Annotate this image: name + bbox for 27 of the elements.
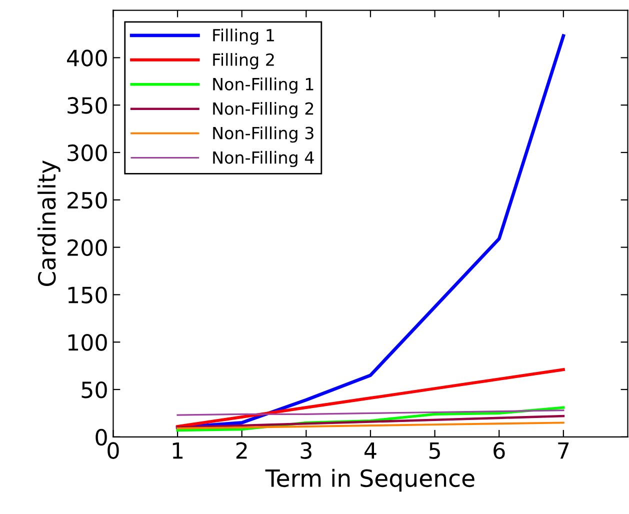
line-series: [176, 368, 565, 428]
y-tick-label: 250: [68, 192, 107, 209]
y-tick-label: 150: [68, 286, 107, 304]
x-tick-label: 1: [172, 442, 183, 459]
x-tick-label: 6: [494, 442, 505, 459]
x-tick-label: 0: [108, 442, 119, 459]
x-tick-label: 5: [429, 442, 440, 459]
y-tick-label: 300: [68, 144, 107, 162]
line-series: [176, 414, 565, 429]
x-tick-label: 2: [236, 442, 247, 459]
y-tick-label: 200: [68, 239, 107, 256]
y-tick-label: 100: [68, 334, 107, 351]
y-tick-label: 350: [68, 97, 107, 114]
y-tick-label: 400: [67, 50, 107, 66]
legend-label: Non-Filling 3: [213, 126, 314, 143]
x-tick-label: 4: [364, 442, 376, 459]
legend-label: Filling 2: [213, 53, 274, 70]
legend-label: Filling 1: [213, 28, 274, 45]
x-tick-label: 3: [300, 442, 312, 459]
y-tick-label: 0: [96, 428, 107, 446]
legend-label: Non-Filling 1: [213, 78, 314, 94]
x-axis-title: Term in Sequence: [265, 468, 474, 492]
y-tick-label: 50: [82, 381, 107, 398]
x-tick-label: 7: [558, 442, 569, 459]
legend-label: Non-Filling 2: [213, 102, 314, 118]
legend-label: Non-Filling 4: [213, 150, 314, 168]
y-axis-title: Cardinality: [38, 160, 60, 286]
